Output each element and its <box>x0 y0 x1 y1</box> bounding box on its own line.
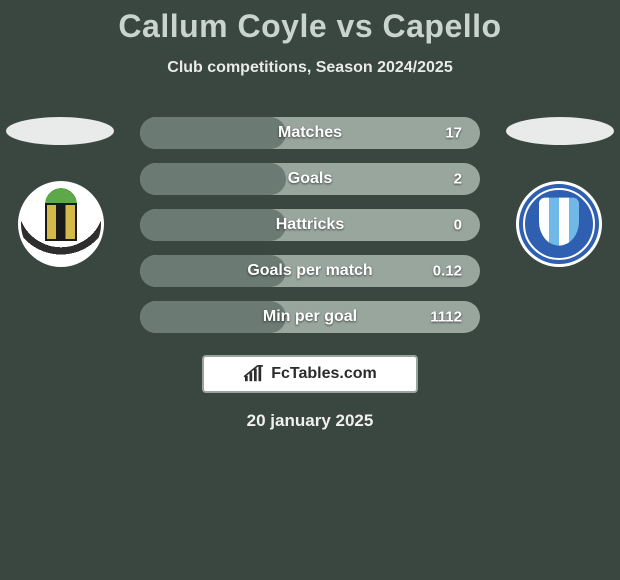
chart-icon <box>243 365 265 383</box>
subtitle: Club competitions, Season 2024/2025 <box>0 59 620 77</box>
stat-label: Hattricks <box>140 216 480 234</box>
comparison-title: Callum Coyle vs Capello <box>0 0 620 45</box>
stat-bar: Goals per match0.12 <box>140 255 480 287</box>
stat-label: Goals <box>140 170 480 188</box>
stat-value: 2 <box>454 171 462 188</box>
stat-value: 17 <box>445 125 462 142</box>
stat-label: Matches <box>140 124 480 142</box>
stat-label: Min per goal <box>140 308 480 326</box>
stat-bar: Goals2 <box>140 163 480 195</box>
stat-value: 0.12 <box>433 263 462 280</box>
vs-text: vs <box>337 8 374 44</box>
player2-name: Capello <box>383 8 502 44</box>
club-crest-left <box>18 181 104 267</box>
stat-bar: Hattricks0 <box>140 209 480 241</box>
player1-photo-placeholder <box>6 117 114 145</box>
content-area: Matches17 Goals2 Hattricks0 Goals per match… <box>0 117 620 431</box>
player2-photo-placeholder <box>506 117 614 145</box>
stat-value: 0 <box>454 217 462 234</box>
snapshot-date: 20 january 2025 <box>0 411 620 431</box>
source-text: FcTables.com <box>271 365 377 383</box>
club-crest-right <box>516 181 602 267</box>
stat-bars: Matches17 Goals2 Hattricks0 Goals per match… <box>140 117 480 333</box>
stat-label: Goals per match <box>140 262 480 280</box>
source-badge: FcTables.com <box>202 355 418 393</box>
stat-value: 1112 <box>430 309 462 326</box>
player1-name: Callum Coyle <box>118 8 327 44</box>
stat-bar: Min per goal1112 <box>140 301 480 333</box>
stat-bar: Matches17 <box>140 117 480 149</box>
